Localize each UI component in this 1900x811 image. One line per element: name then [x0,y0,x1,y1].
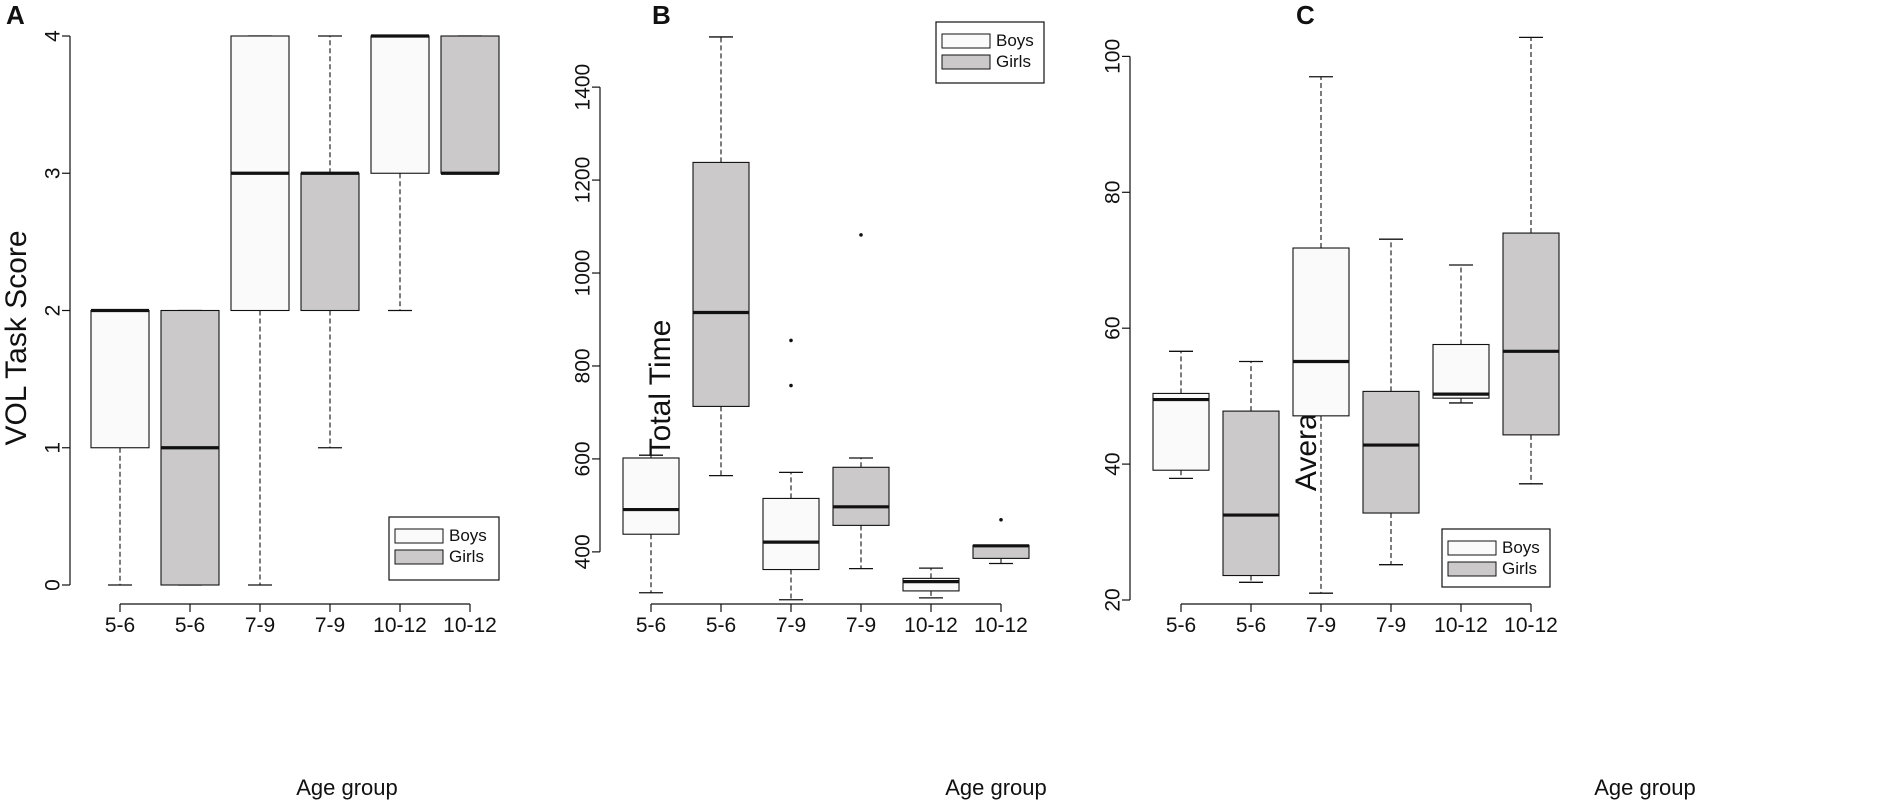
panel-b-letter: B [652,0,671,30]
x-tick-label: 10-12 [1504,614,1558,637]
legend-box [1441,528,1551,588]
panel-a-x-axis-label: Age group [296,775,398,800]
x-tick-label: 5-6 [636,614,666,637]
y-tick-label: 4 [41,30,64,42]
y-tick-label: 40 [1101,452,1124,475]
box-girls-10-12 [440,35,500,174]
x-tick-label: 10-12 [373,614,427,637]
x-tick-label: 7-9 [1376,614,1406,637]
y-tick-label: 400 [571,534,594,569]
outlier-point [999,518,1003,522]
x-tick-label: 7-9 [846,614,876,637]
box-boys-7-9 [762,497,820,571]
panel-c: C Average Speed Age group 204060801005-6… [1101,0,1695,800]
legend-swatch-girls [394,549,444,565]
y-tick-label: 1200 [571,157,594,204]
x-tick-label: 7-9 [245,614,275,637]
y-tick-label: 2 [41,305,64,317]
x-tick-label: 5-6 [1236,614,1266,637]
x-tick-label: 10-12 [1434,614,1488,637]
x-tick-label: 7-9 [1306,614,1336,637]
panel-b-y-axis-label: Total Time [644,320,677,457]
y-tick-label: 1400 [571,64,594,111]
box-girls-10-12 [1502,232,1560,436]
panel-a-letter: A [6,0,25,30]
legend-box [935,21,1045,84]
legend-label-girls: Girls [1502,559,1537,578]
y-tick-label: 600 [571,441,594,476]
box-girls-7-9 [1362,390,1420,514]
legend-label-girls: Girls [996,52,1031,71]
legend-swatch-boys [1447,540,1497,556]
legend-swatch-boys [394,528,444,544]
y-tick-label: 100 [1101,39,1124,74]
x-tick-label: 10-12 [443,614,497,637]
legend-label-girls: Girls [449,547,484,566]
x-tick-label: 10-12 [974,614,1028,637]
y-tick-label: 800 [571,348,594,383]
box-boys-5-6 [622,457,680,535]
box-boys-5-6 [1152,392,1210,471]
y-tick-label: 80 [1101,181,1124,204]
outlier-point [859,233,863,237]
legend-label-boys: Boys [449,526,487,545]
box-boys-10-12 [1432,343,1490,399]
y-tick-label: 60 [1101,317,1124,340]
y-tick-label: 20 [1101,588,1124,611]
y-tick-label: 1000 [571,250,594,297]
box-boys-10-12 [370,35,430,174]
x-tick-label: 5-6 [105,614,135,637]
legend-label-boys: Boys [996,31,1034,50]
outlier-point [789,338,793,343]
y-tick-label: 0 [41,579,64,591]
box-boys-5-6 [90,309,150,449]
panel-c-x-axis-label: Age group [1594,775,1696,800]
panel-b: B Total Time Age group 400 600 800 1000 1200… [571,0,1046,800]
legend-swatch-girls [1447,561,1497,577]
y-tick-label: 1 [41,442,64,454]
x-tick-label: 7-9 [776,614,806,637]
legend-box [388,516,500,581]
legend-swatch-boys [941,33,991,49]
legend-label-boys: Boys [1502,538,1540,557]
legend-swatch-girls [941,54,991,70]
outlier-point [789,383,793,388]
panel-a-y-axis-label: VOL Task Score [0,230,33,445]
panel-c-letter: C [1296,0,1315,30]
box-girls-5-6 [1222,410,1280,577]
box-girls-7-9 [300,172,360,312]
box-girls-7-9 [832,466,890,526]
box-girls-5-6 [692,161,750,407]
x-tick-label: 10-12 [904,614,958,637]
x-tick-label: 7-9 [315,614,345,637]
panel-b-x-axis-label: Age group [945,775,1047,800]
x-tick-label: 5-6 [1166,614,1196,637]
y-tick-label: 3 [41,167,64,179]
x-tick-label: 5-6 [706,614,736,637]
panel-a: A VOL Task Score Age group 0 1 2 3 4 5-6 5-6 7-… [0,0,500,800]
x-tick-label: 5-6 [175,614,205,637]
box-boys-7-9 [1292,247,1350,417]
